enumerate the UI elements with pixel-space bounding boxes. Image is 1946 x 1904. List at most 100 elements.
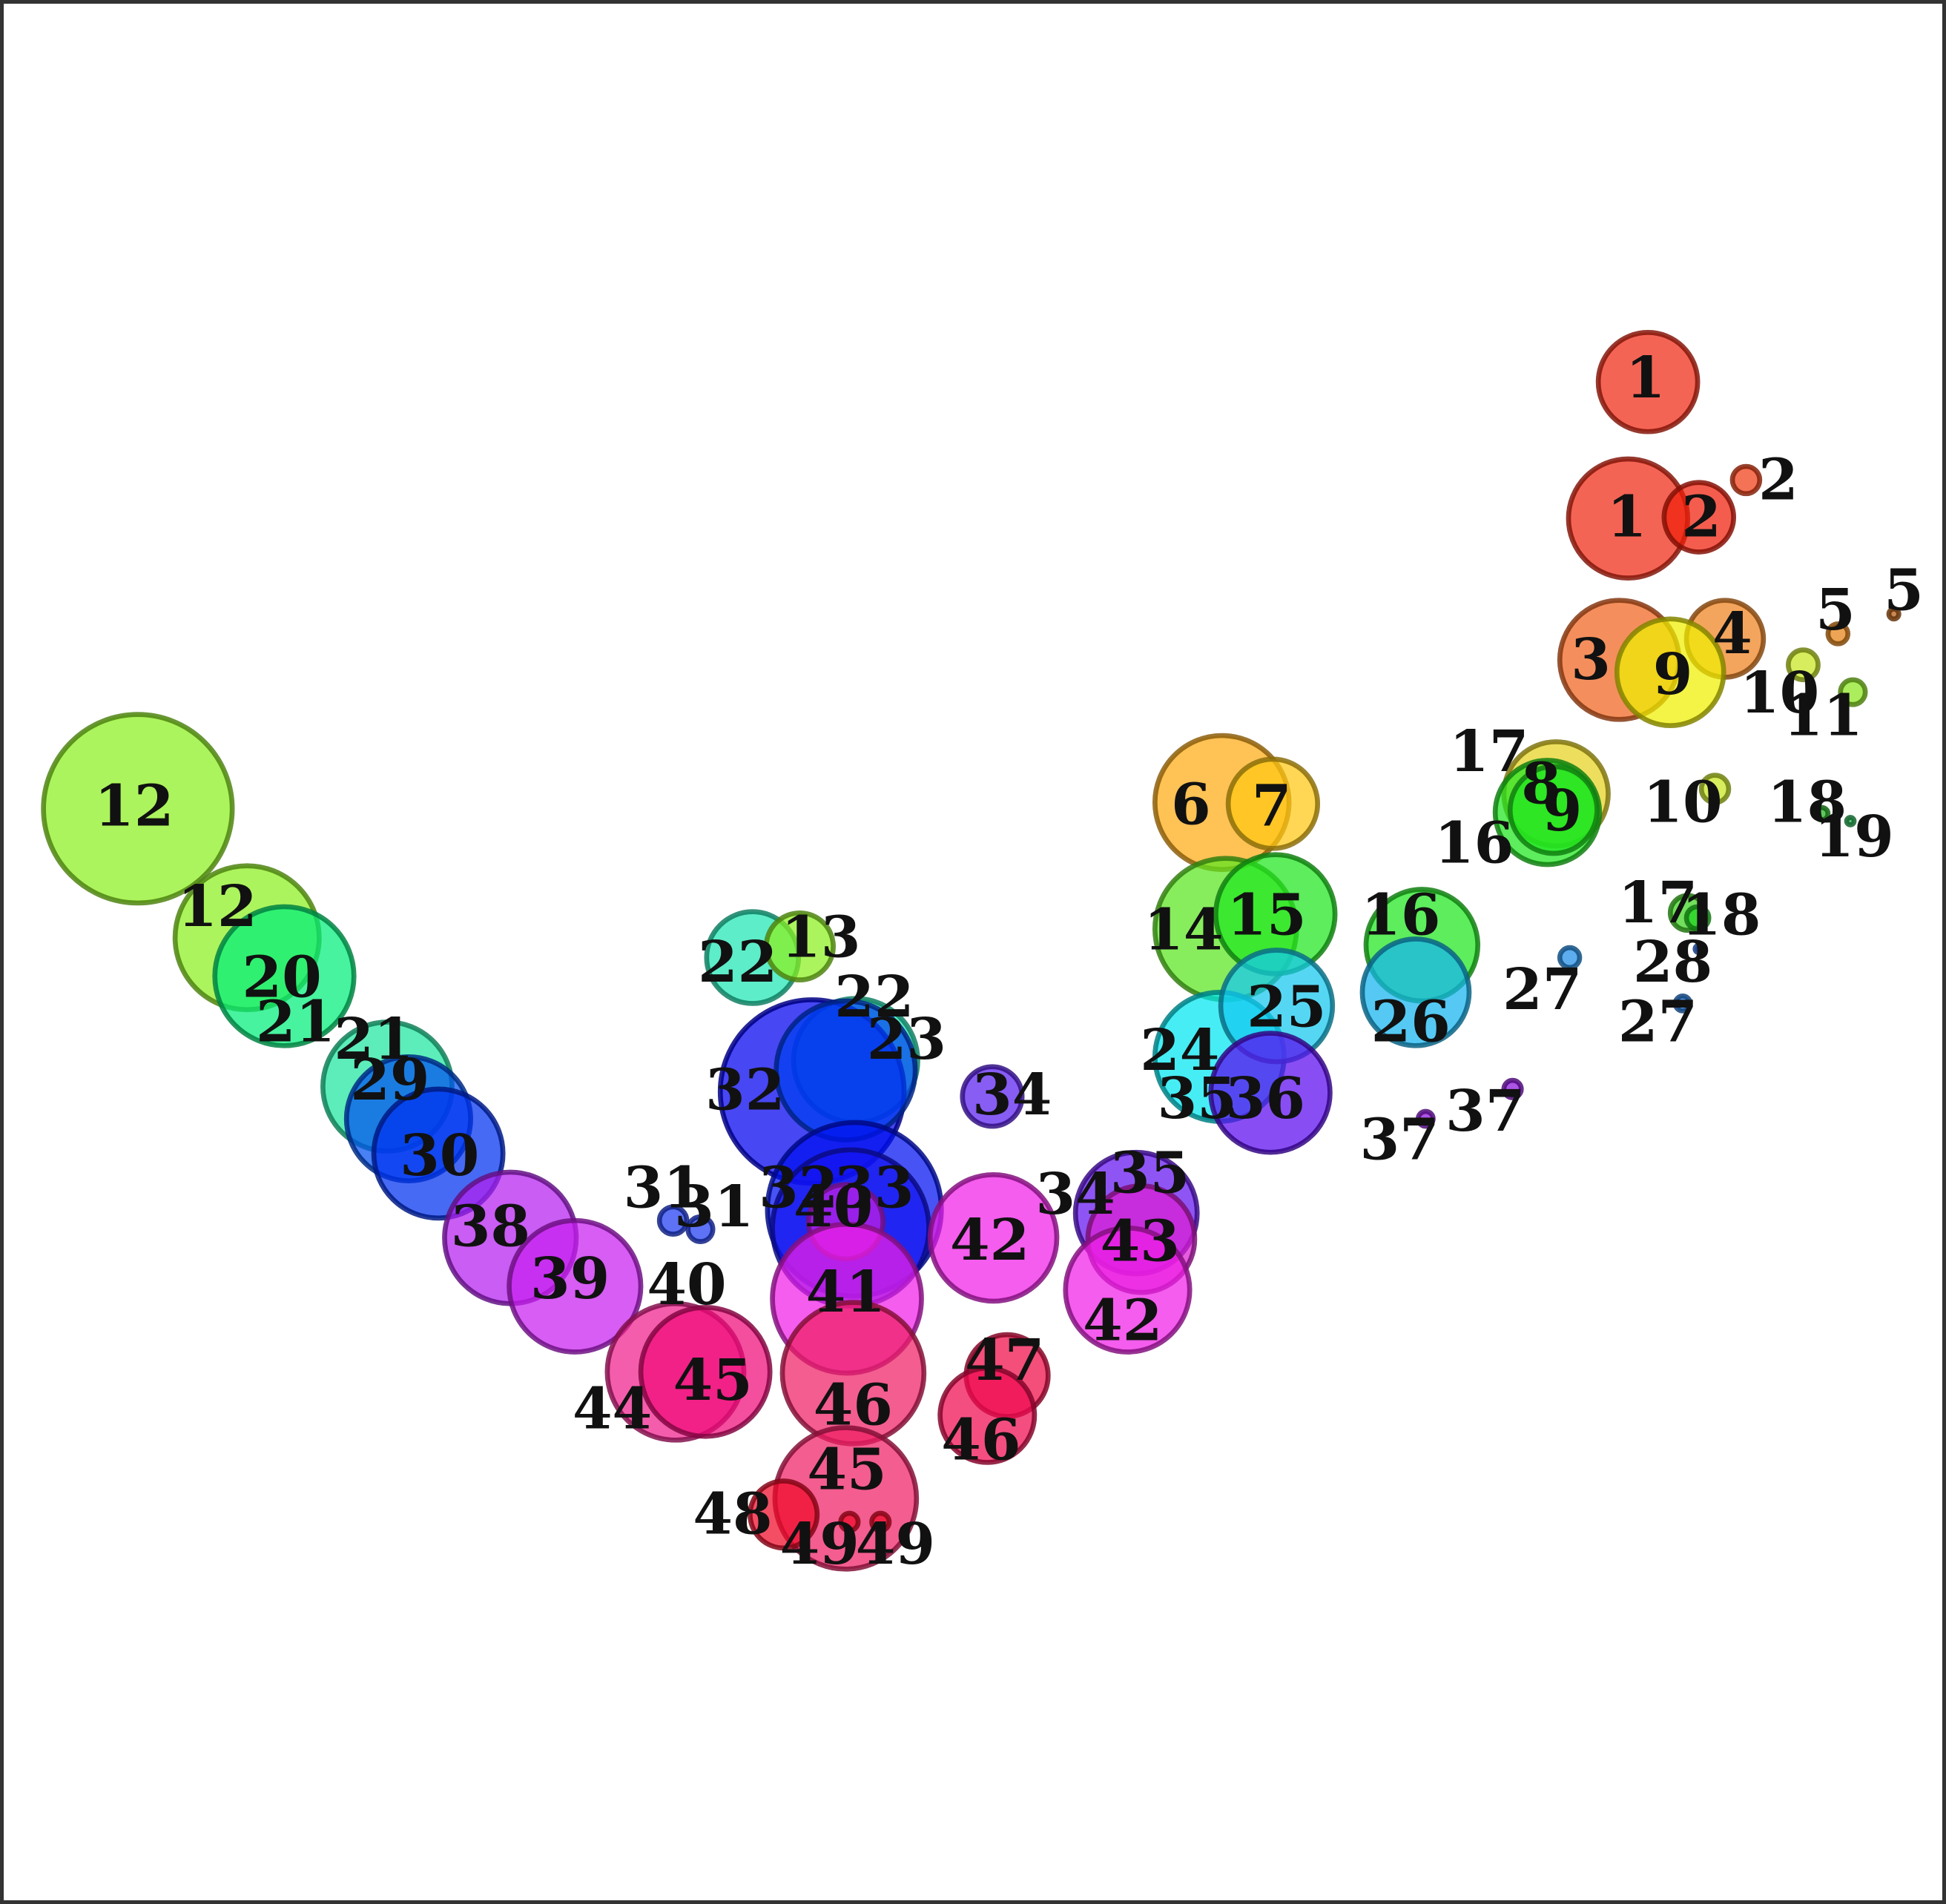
bubble-label-24-40: 24 <box>1140 1017 1219 1084</box>
bubble-label-23-17: 23 <box>867 1006 946 1073</box>
bubble-48-23 <box>748 1478 820 1551</box>
bubble-37-43 <box>1501 1077 1524 1100</box>
bubble-label-37-46: 37 <box>1360 1106 1439 1173</box>
bubble-label-2-50: 2 <box>1681 484 1721 551</box>
bubble-label-11-58: 11 <box>1784 682 1863 749</box>
bubble-label-2-51: 2 <box>1758 446 1798 513</box>
bubble-label-3-52: 3 <box>1571 627 1611 693</box>
bubble-label-13-15: 13 <box>781 905 860 971</box>
bubble-label-25-41: 25 <box>1247 974 1326 1040</box>
bubble-label-10-63: 10 <box>1643 769 1722 836</box>
bubble-39-7 <box>507 1217 644 1355</box>
bubble-label-31-12: 31 <box>624 1155 703 1222</box>
bubble-49-25 <box>869 1510 892 1533</box>
bubble-label-5-56: 5 <box>1884 557 1924 624</box>
bubble-31-10 <box>656 1204 690 1237</box>
bubble-label-27-70: 27 <box>1618 989 1698 1056</box>
bubble-28-63 <box>1692 942 1706 956</box>
bubble-label-36-43: 36 <box>1226 1065 1305 1132</box>
bubble-label-38-7: 38 <box>451 1194 530 1260</box>
bubble-27-64 <box>1557 945 1583 971</box>
bubble-49-24 <box>838 1510 861 1533</box>
bubble-2-46 <box>1661 480 1737 555</box>
bubble-label-16-44: 16 <box>1361 882 1440 949</box>
bubble-5-51 <box>1825 621 1851 647</box>
bubble-label-32-19: 32 <box>759 1155 838 1222</box>
bubble-label-9-54: 9 <box>1653 641 1693 708</box>
bubble-label-7-37: 7 <box>1252 773 1292 839</box>
bubble-label-4-53: 4 <box>1712 601 1752 667</box>
bubble-label-8-60: 8 <box>1521 750 1561 817</box>
bubble-label-47-30: 47 <box>965 1327 1044 1394</box>
bubble-19-60 <box>1844 815 1857 827</box>
bubble-label-15-39: 15 <box>1227 882 1306 949</box>
bubble-42-27 <box>927 1171 1060 1304</box>
bubble-label-18-67: 18 <box>1681 882 1761 949</box>
bubble-label-14-38: 14 <box>1144 897 1223 964</box>
bubble-label-34-28: 34 <box>972 1062 1052 1128</box>
bubble-label-39-8: 39 <box>530 1246 610 1312</box>
bubble-label-18-64: 18 <box>1767 769 1847 836</box>
bubble-label-19-65: 19 <box>1814 804 1893 870</box>
bubble-label-40-11: 40 <box>647 1252 726 1318</box>
bubble-label-31-13: 31 <box>674 1174 753 1240</box>
bubble-10-53 <box>1785 647 1821 683</box>
bubble-34-26 <box>960 1064 1025 1129</box>
bubble-label-17-59: 17 <box>1449 718 1528 785</box>
bubble-11-54 <box>1838 677 1868 707</box>
bubble-label-33-20: 33 <box>834 1155 914 1222</box>
bubble-12-0 <box>41 712 235 906</box>
bubble-label-21-4: 21 <box>334 1006 413 1073</box>
bubble-label-16-62: 16 <box>1434 810 1514 877</box>
bubble-label-45-24: 45 <box>807 1436 886 1503</box>
bubble-label-12-1: 12 <box>177 873 257 940</box>
bubble-2-47 <box>1729 463 1763 497</box>
bubble-label-1-49: 1 <box>1607 484 1647 551</box>
bubble-label-20-2: 20 <box>243 944 322 1011</box>
bubble-label-46-23: 46 <box>814 1372 893 1438</box>
bubble-label-26-45: 26 <box>1371 989 1451 1056</box>
bubble-36-39 <box>1208 1031 1333 1155</box>
bubble-label-37-47: 37 <box>1445 1078 1525 1145</box>
bubble-label-32-18: 32 <box>705 1057 785 1124</box>
bubble-label-40-21: 40 <box>794 1174 873 1240</box>
bubble-label-22-16: 22 <box>834 964 914 1031</box>
bubble-9-50 <box>1614 616 1726 729</box>
bubble-label-35-42: 35 <box>1158 1065 1237 1132</box>
bubble-label-42-29: 42 <box>950 1207 1029 1274</box>
bubble-label-49-27: 49 <box>856 1511 935 1578</box>
bubble-label-35-33: 35 <box>1110 1140 1190 1207</box>
bubble-label-12-0: 12 <box>94 773 174 839</box>
bubble-layer <box>41 330 1902 1572</box>
bubble-label-6-36: 6 <box>1171 772 1211 839</box>
bubble-10-58 <box>1698 773 1732 805</box>
bubble-7-34 <box>1225 756 1321 851</box>
bubble-18-62 <box>1683 904 1712 932</box>
bubble-20-2 <box>212 904 357 1048</box>
bubble-label-34-32: 34 <box>1036 1161 1115 1228</box>
bubble-13-13 <box>763 910 836 982</box>
bubble-46-29 <box>937 1365 1038 1465</box>
bubble-label-49-26: 49 <box>780 1511 860 1578</box>
bubble-label-1-48: 1 <box>1626 345 1666 411</box>
bubble-42-32 <box>1063 1225 1193 1355</box>
bubble-label-5-55: 5 <box>1815 577 1856 644</box>
bubble-1-44 <box>1595 330 1701 434</box>
bubble-label-43-34: 43 <box>1101 1209 1180 1275</box>
bubble-label-29-5: 29 <box>350 1047 429 1114</box>
bubble-label-48-25: 48 <box>693 1481 772 1548</box>
bubble-45-9 <box>638 1304 773 1439</box>
bubble-37-42 <box>1415 1108 1436 1129</box>
bubble-9-57 <box>1507 764 1600 856</box>
bubble-18-59 <box>1813 804 1831 823</box>
bubble-label-21-3: 21 <box>256 989 335 1056</box>
bubble-27-65 <box>1672 994 1693 1014</box>
bubble-label-10-57: 10 <box>1740 660 1819 727</box>
bubble-label-45-10: 45 <box>673 1347 753 1414</box>
bubble-label-28-68: 28 <box>1633 929 1712 996</box>
bubble-label-27-69: 27 <box>1503 956 1582 1023</box>
bubble-label-17-66: 17 <box>1618 870 1698 936</box>
bubble-label-42-35: 42 <box>1083 1288 1162 1355</box>
